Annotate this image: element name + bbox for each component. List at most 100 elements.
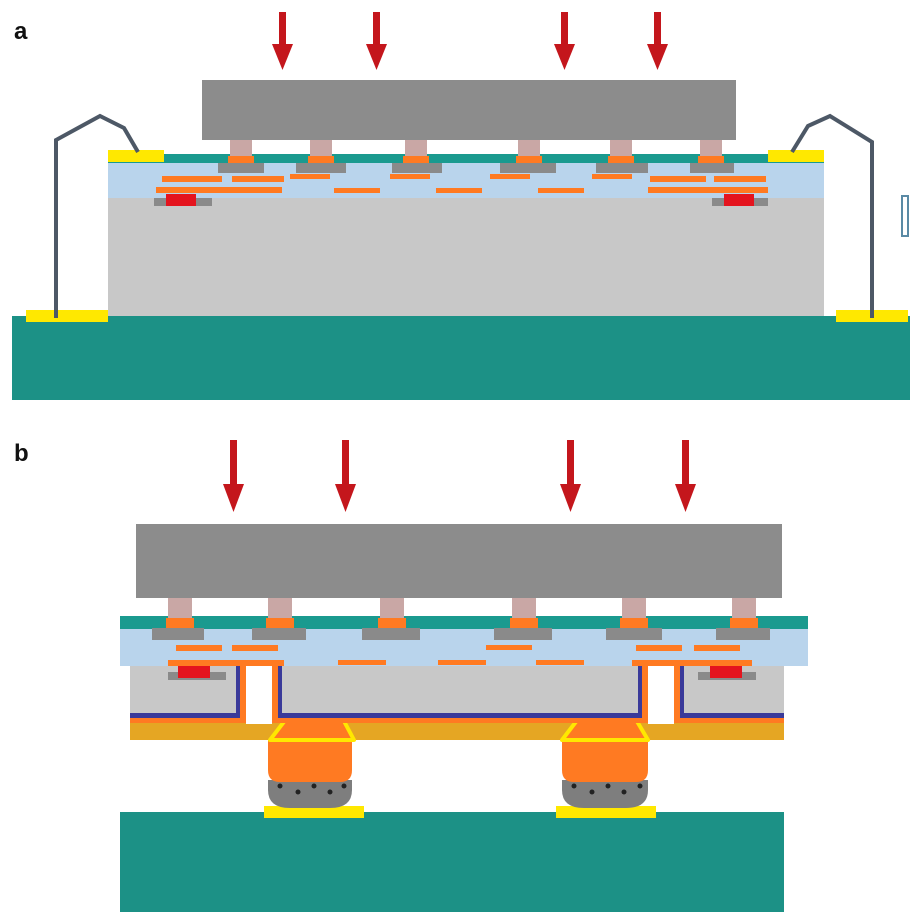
- solder-void: [327, 789, 333, 795]
- landing-pad: [362, 628, 420, 640]
- bond-wire-right: [790, 113, 874, 318]
- solder-ball-left: [268, 780, 352, 808]
- solder-void: [571, 783, 577, 789]
- substrate-b: [120, 812, 784, 912]
- metal-lines-b: [168, 645, 752, 666]
- metal-line: [232, 645, 278, 651]
- bump-cap: [730, 618, 758, 628]
- die-body-a: [108, 196, 824, 316]
- metal-line: [648, 187, 768, 193]
- landing-pad: [152, 628, 204, 640]
- bump-caps-b: [166, 618, 758, 628]
- metal-line: [490, 174, 530, 179]
- metal-line: [290, 174, 330, 179]
- pillar: [405, 140, 427, 160]
- bump-caps-a: [228, 156, 724, 164]
- metal-line: [334, 188, 380, 193]
- metal-line: [486, 645, 532, 650]
- landing-pads-b: [152, 628, 770, 640]
- pillars-a: [230, 140, 722, 160]
- cu-bump-left: [268, 736, 352, 782]
- metal-line: [162, 176, 222, 182]
- red-pad-b-left: [178, 666, 210, 678]
- landing-pad: [716, 628, 770, 640]
- solder-ball-right: [562, 780, 648, 808]
- metal-line: [390, 174, 430, 179]
- bump-cap: [166, 618, 194, 628]
- panel-label-a: a: [14, 18, 28, 45]
- passivation-a: [108, 154, 824, 163]
- landing-pads-a: [218, 163, 734, 173]
- metal-line: [232, 176, 284, 182]
- substrate-pad-b-right: [556, 806, 656, 818]
- solder-void: [311, 783, 317, 789]
- metal-line: [156, 187, 282, 193]
- solder-void: [637, 783, 643, 789]
- solder-voids: [277, 783, 643, 795]
- pillar: [512, 598, 536, 620]
- pillars-b: [168, 598, 756, 620]
- pillar: [622, 598, 646, 620]
- panel-label-b: b: [14, 440, 29, 467]
- panel-a: [12, 12, 910, 400]
- metal-line: [592, 174, 632, 179]
- tsv-right: [638, 664, 684, 724]
- tsv-hole: [648, 664, 674, 724]
- substrate-pad-left: [26, 310, 108, 322]
- pillar: [732, 598, 756, 620]
- landing-pad: [606, 628, 662, 640]
- arrow-icon: [366, 12, 387, 70]
- solder-void: [605, 783, 611, 789]
- rdl-layer: [130, 722, 784, 740]
- landing-pad: [690, 163, 734, 173]
- pillar: [380, 598, 404, 620]
- metal-line: [536, 660, 584, 665]
- metal-line: [694, 645, 740, 651]
- sensor-block-b: [136, 524, 782, 598]
- red-pad-left-core: [166, 194, 196, 206]
- cu-bump-right: [562, 736, 648, 782]
- substrate-pad-b-left: [264, 806, 364, 818]
- red-pad-right-core: [724, 194, 754, 206]
- passivation-b: [120, 616, 808, 629]
- pillar: [610, 140, 632, 160]
- bump-cap: [228, 156, 254, 164]
- metal-line: [168, 660, 284, 666]
- metal-line: [632, 660, 752, 666]
- landing-pad: [500, 163, 556, 173]
- barrier-line: [130, 713, 784, 718]
- bump-cap: [510, 618, 538, 628]
- arrow-icon: [223, 440, 244, 512]
- metal-lines-a: [156, 174, 768, 193]
- die-pad-right: [768, 150, 824, 162]
- scale-marker: [901, 195, 909, 237]
- metal-line: [714, 176, 766, 182]
- sensor-block-a: [202, 80, 736, 140]
- landing-pad: [296, 163, 346, 173]
- bump-cap: [308, 156, 334, 164]
- landing-pad: [218, 163, 264, 173]
- bump-cap: [266, 618, 294, 628]
- pillar: [230, 140, 252, 160]
- arrow-icon: [675, 440, 696, 512]
- bond-wire-left: [54, 113, 140, 318]
- bump-cap: [378, 618, 406, 628]
- bump-cap: [516, 156, 542, 164]
- bump-cap: [620, 618, 648, 628]
- metal-line: [538, 188, 584, 193]
- arrow-icon: [647, 12, 668, 70]
- landing-pad: [392, 163, 442, 173]
- force-arrows-a: [272, 12, 668, 70]
- bump-cap: [403, 156, 429, 164]
- solder-void: [589, 789, 595, 795]
- arrow-icon: [554, 12, 575, 70]
- arrow-icon: [335, 440, 356, 512]
- pillar: [168, 598, 192, 620]
- die-pad-left: [108, 150, 164, 162]
- die-body-b: [130, 664, 784, 716]
- rdl-line: [130, 718, 784, 723]
- arrow-icon: [560, 440, 581, 512]
- landing-pad: [252, 628, 306, 640]
- landing-pad: [596, 163, 648, 173]
